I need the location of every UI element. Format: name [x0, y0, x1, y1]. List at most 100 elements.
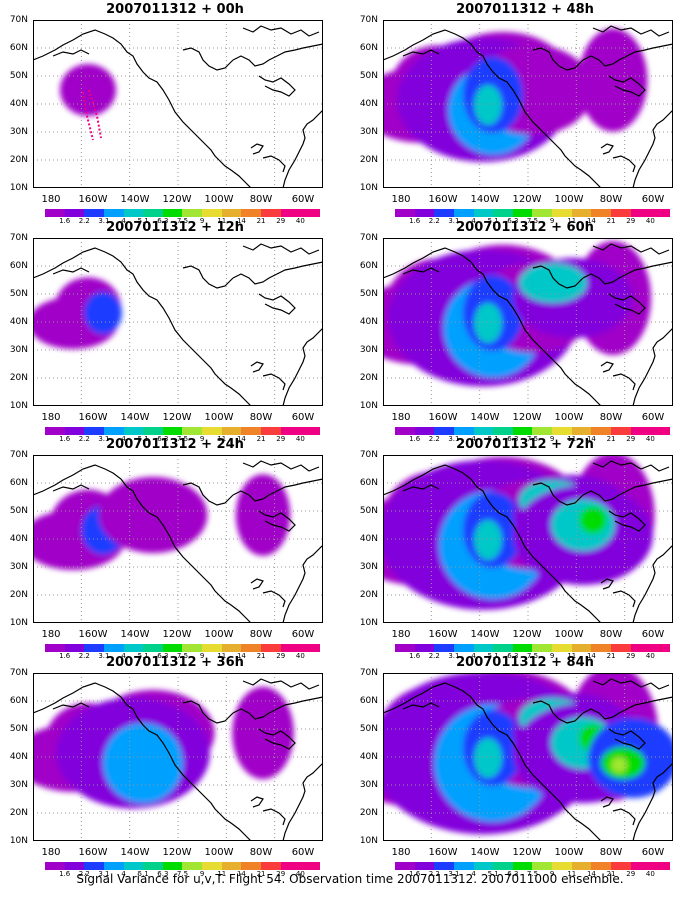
colorbar-labels: 1.6 2.2 3.1 4 5.1 6.3 7.5 9 11 14 21 29 40 — [45, 652, 320, 662]
colorbar-swatch — [414, 209, 435, 217]
colorbar-swatch — [395, 209, 415, 217]
coastline — [612, 590, 636, 608]
panel-title: 2007011312 + 84h — [456, 655, 594, 670]
colorbar-label: 7.5 — [176, 870, 189, 878]
colorbar-label: 4 — [121, 217, 126, 225]
colorbar-swatch — [280, 644, 301, 652]
colorbar-label: 14 — [236, 652, 246, 660]
colorbar-label: 40 — [645, 435, 655, 443]
coastline — [383, 29, 570, 161]
coastline — [218, 159, 252, 188]
figure-caption: Signal Variance for u,v,T. Flight 54. Ob… — [76, 872, 624, 886]
colorbar-label: 1.6 — [59, 217, 71, 225]
colorbar-label: 5.1 — [487, 435, 499, 443]
longitude-label: 100W — [554, 194, 584, 205]
colorbar-label: 6.3 — [157, 435, 169, 443]
colorbar-swatch — [143, 862, 163, 870]
colorbar-label: 11 — [217, 217, 227, 225]
colorbar-label: 2.2 — [78, 870, 90, 878]
longitude-label: 180 — [391, 194, 411, 205]
colorbar-label: 6.3 — [157, 652, 169, 660]
colorbar-label: 21 — [256, 217, 266, 225]
coastline — [402, 702, 440, 710]
longitude-label: 60W — [291, 194, 315, 205]
colorbar-swatch — [84, 644, 104, 652]
colorbar-label: 3.1 — [448, 217, 460, 225]
colorbar-swatch — [103, 644, 124, 652]
coastline — [532, 47, 584, 71]
longitude-label: 60W — [291, 412, 315, 423]
colorbar-swatch — [630, 644, 651, 652]
coastline — [632, 544, 673, 623]
colorbar-swatch — [261, 209, 281, 217]
coastline — [612, 155, 636, 173]
coastline — [232, 43, 323, 67]
latitude-label: 20N — [9, 590, 28, 600]
colorbar-swatch — [300, 862, 320, 870]
latitude-label: 50N — [9, 724, 28, 734]
coastline — [282, 327, 323, 406]
longitude-label: 100W — [554, 412, 584, 423]
coastline — [632, 109, 673, 188]
colorbar-label: 6.3 — [507, 652, 519, 660]
variance-shading — [474, 520, 502, 560]
colorbar-swatch — [280, 427, 301, 435]
longitude-label: 100W — [554, 847, 584, 858]
latitude-label: 70N — [9, 233, 28, 243]
longitude-label: 60W — [641, 847, 665, 858]
colorbar-label: 11 — [217, 870, 227, 878]
colorbar-swatch — [493, 644, 513, 652]
longitude-label: 160W — [428, 194, 458, 205]
colorbar-swatch — [241, 644, 262, 652]
panel-title: 2007011312 + 12h — [106, 220, 244, 235]
coastline — [568, 812, 602, 841]
latitude-label: 30N — [9, 780, 28, 790]
coastline — [182, 482, 234, 506]
colorbar-label: 5.1 — [487, 870, 499, 878]
latitude-label: 50N — [359, 289, 378, 299]
colorbar-swatch — [103, 862, 124, 870]
colorbar-swatch — [532, 862, 553, 870]
panel-title: 2007011312 + 72h — [456, 437, 594, 452]
coastline — [242, 25, 320, 37]
colorbar-label: 7.5 — [176, 652, 189, 660]
coastline — [262, 155, 286, 173]
colorbar-label: 3.1 — [98, 435, 110, 443]
colorbar-swatch — [395, 427, 415, 435]
longitude-label: 160W — [78, 629, 108, 640]
variance-map — [383, 673, 673, 841]
longitude-label: 120W — [162, 194, 192, 205]
colorbar-label: 14 — [236, 870, 246, 878]
colorbar-swatch — [434, 644, 454, 652]
variance-shading — [474, 303, 502, 343]
coastline — [568, 377, 602, 406]
colorbar — [45, 644, 320, 652]
coastline — [592, 460, 670, 472]
colorbar-label: 3.1 — [98, 217, 110, 225]
colorbar-swatch — [650, 644, 670, 652]
coastline — [250, 361, 264, 373]
coastline — [232, 478, 323, 502]
latitude-label: 60N — [359, 43, 378, 53]
latitude-label: 40N — [9, 534, 28, 544]
colorbar-swatch — [64, 862, 85, 870]
colorbar-swatch — [453, 862, 474, 870]
coastline — [600, 143, 614, 155]
colorbar-swatch — [103, 427, 124, 435]
latitude-label: 30N — [9, 562, 28, 572]
colorbar-label: 2.2 — [428, 652, 440, 660]
colorbar-swatch — [512, 862, 533, 870]
longitude-label: 60W — [641, 412, 665, 423]
colorbar-swatch — [512, 644, 533, 652]
colorbar-swatch — [552, 644, 572, 652]
latitude-label: 50N — [9, 71, 28, 81]
latitude-label: 10N — [9, 401, 28, 411]
coastline — [282, 109, 323, 188]
colorbar-labels: 1.6 2.2 3.1 4 5.1 6.3 7.5 9 11 14 21 29 40 — [45, 217, 320, 227]
colorbar-label: 9 — [549, 217, 555, 225]
colorbar-label: 6.3 — [507, 435, 519, 443]
variance-map — [383, 238, 673, 406]
colorbar-swatch — [84, 427, 104, 435]
coastline — [33, 247, 220, 379]
map-panel: 2007011312 + 12h 70N 60N 50N 40N 30N 20N 10N 180… — [0, 220, 340, 443]
